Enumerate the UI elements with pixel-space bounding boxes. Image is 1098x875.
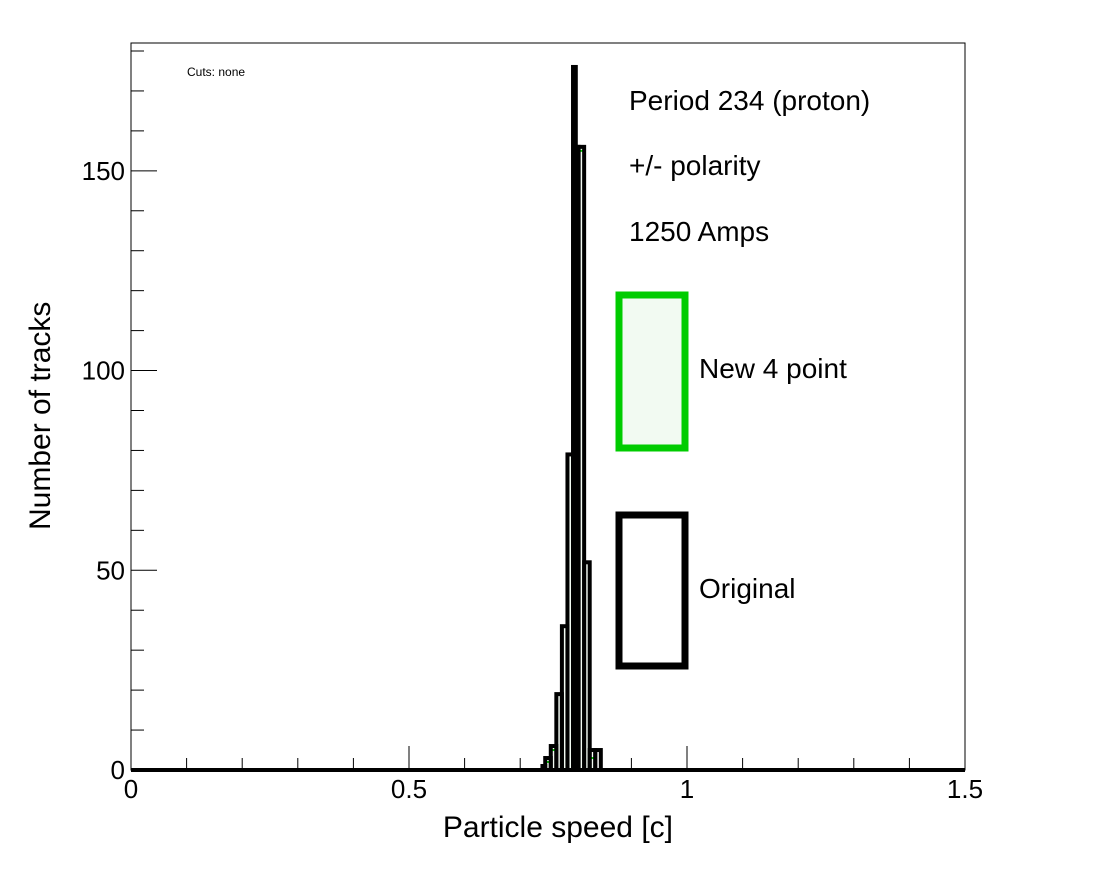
y-tick-label-0: 0 — [111, 755, 125, 785]
y-tick-label-1: 50 — [96, 555, 125, 585]
legend-label-new-4-point: New 4 point — [699, 353, 847, 384]
histogram-bars — [131, 64, 965, 773]
x-tick-label-1: 0.5 — [391, 774, 427, 804]
bar-original-9 — [582, 560, 592, 772]
bar-original-11 — [593, 748, 603, 772]
plot-frame — [130, 42, 966, 771]
y-tick-label-2: 100 — [82, 356, 125, 386]
cuts-label: Cuts: none — [187, 65, 245, 79]
legend-label-original: Original — [699, 573, 795, 604]
x-tick-label-0: 0 — [124, 774, 138, 804]
legend-swatch-new-4-point — [615, 291, 689, 452]
legend-swatch-original — [615, 511, 689, 670]
x-axis-title: Particle speed [c] — [443, 811, 673, 844]
polarity-label: +/- polarity — [629, 150, 761, 181]
x-tick-label-2: 1 — [680, 774, 694, 804]
current-label: 1250 Amps — [629, 216, 769, 247]
axes: 0 0.5 1 1.5 0 50 100 150 — [82, 50, 983, 804]
x-tick-label-3: 1.5 — [947, 774, 983, 804]
y-axis-title: Number of tracks — [24, 302, 57, 530]
bar-original-8 — [576, 144, 587, 773]
period-label: Period 234 (proton) — [629, 85, 870, 116]
y-tick-label-3: 150 — [82, 156, 125, 186]
